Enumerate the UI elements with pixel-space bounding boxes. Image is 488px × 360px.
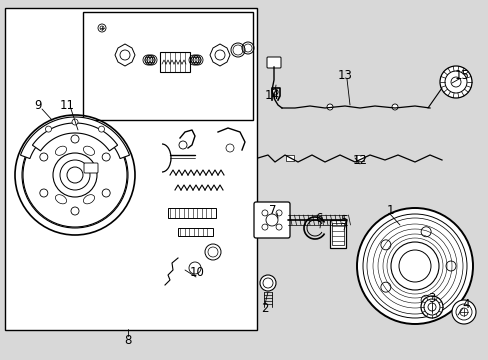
Text: 13: 13	[337, 68, 352, 81]
Bar	[355, 155, 363, 161]
Circle shape	[445, 261, 455, 271]
Polygon shape	[209, 44, 229, 66]
FancyBboxPatch shape	[83, 12, 252, 120]
Text: 7: 7	[269, 203, 276, 216]
Circle shape	[67, 167, 83, 183]
Circle shape	[40, 189, 48, 197]
Circle shape	[390, 242, 438, 290]
Text: 11: 11	[60, 99, 74, 112]
Circle shape	[356, 208, 472, 324]
FancyBboxPatch shape	[266, 57, 281, 68]
Circle shape	[450, 77, 460, 87]
Bar	[168, 208, 216, 218]
FancyBboxPatch shape	[5, 8, 257, 330]
Circle shape	[420, 296, 442, 318]
Bar	[285, 155, 293, 161]
Bar	[329, 220, 346, 248]
Circle shape	[427, 303, 435, 311]
Text: 12: 12	[352, 153, 367, 166]
Polygon shape	[32, 123, 117, 151]
Text: 1: 1	[386, 203, 393, 216]
Circle shape	[276, 210, 282, 216]
FancyBboxPatch shape	[253, 202, 289, 238]
Text: 4: 4	[461, 298, 469, 311]
Circle shape	[45, 126, 51, 132]
Polygon shape	[20, 117, 129, 159]
Bar	[331, 223, 343, 245]
Text: 8: 8	[124, 333, 131, 346]
Text: 15: 15	[454, 68, 468, 81]
Circle shape	[380, 282, 390, 292]
Text: 2: 2	[261, 302, 268, 315]
Circle shape	[391, 104, 397, 110]
Circle shape	[265, 214, 278, 226]
Bar	[178, 228, 213, 236]
Circle shape	[271, 89, 278, 95]
Text: 14: 14	[264, 89, 279, 102]
Circle shape	[102, 189, 110, 197]
Circle shape	[420, 227, 430, 237]
Circle shape	[262, 224, 267, 230]
Circle shape	[451, 300, 475, 324]
Text: 9: 9	[34, 99, 41, 112]
Circle shape	[71, 207, 79, 215]
Circle shape	[102, 153, 110, 161]
Circle shape	[262, 210, 267, 216]
Circle shape	[380, 240, 390, 250]
Circle shape	[260, 275, 275, 291]
Text: 3: 3	[427, 292, 435, 305]
Text: 10: 10	[189, 266, 204, 279]
Polygon shape	[115, 44, 135, 66]
FancyBboxPatch shape	[84, 163, 98, 173]
Circle shape	[98, 126, 104, 132]
Circle shape	[439, 66, 471, 98]
Circle shape	[420, 295, 430, 305]
Circle shape	[98, 24, 106, 32]
Circle shape	[326, 104, 332, 110]
Text: 6: 6	[315, 212, 322, 225]
Text: 5: 5	[340, 213, 347, 226]
Circle shape	[72, 119, 78, 125]
Circle shape	[40, 153, 48, 161]
Circle shape	[71, 135, 79, 143]
Circle shape	[276, 224, 282, 230]
Bar	[160, 52, 190, 72]
Circle shape	[444, 71, 466, 93]
Circle shape	[100, 26, 104, 30]
